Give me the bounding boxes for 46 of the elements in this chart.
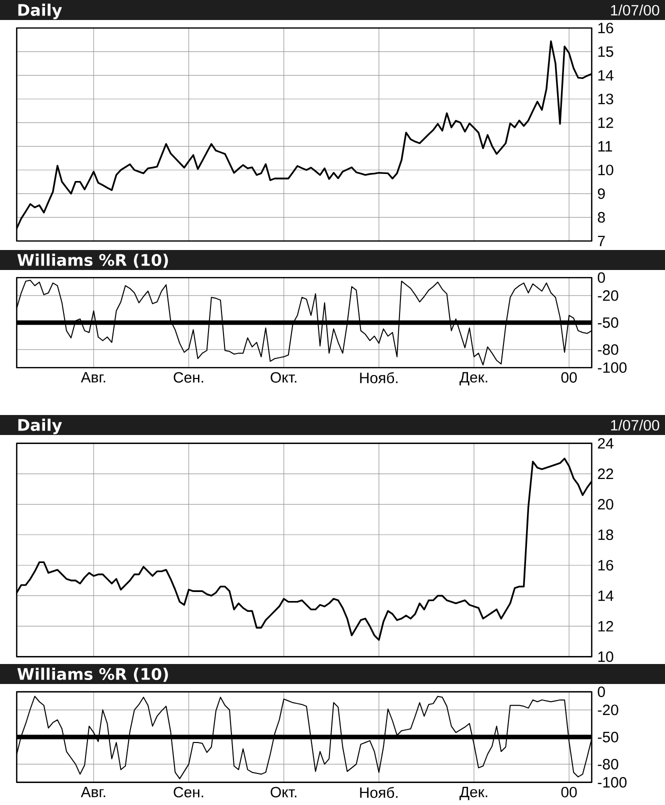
y-tick-label: 7 xyxy=(598,236,605,246)
y-tick-label: 10 xyxy=(598,164,614,176)
text: 1/07/00 xyxy=(611,420,660,431)
chart-title: Williams %R (10) xyxy=(17,254,168,268)
y-tick-label: 12 xyxy=(598,620,614,632)
y-tick-label: -100 xyxy=(598,362,627,373)
x-tick-label: 00 xyxy=(561,786,577,798)
y-tick-label: 15 xyxy=(598,46,614,57)
y-tick-label: -80 xyxy=(598,758,618,770)
x-tick-label: Сен. xyxy=(174,786,204,798)
chart-title: Williams %R (10) xyxy=(17,668,168,682)
y-tick-label: 9 xyxy=(598,188,605,199)
x-tick-label: 00 xyxy=(561,372,577,383)
y-tick-label: 0 xyxy=(598,686,605,698)
y-tick-label: 11 xyxy=(598,141,612,152)
x-tick-label: Авг. xyxy=(80,786,106,798)
y-tick-label: -100 xyxy=(598,777,627,788)
chart-title: Daily xyxy=(18,418,62,434)
y-tick-label: 10 xyxy=(598,651,614,662)
y-tick-label: 16 xyxy=(598,560,614,571)
y-tick-label: 13 xyxy=(598,94,614,104)
x-tick-label: Окт. xyxy=(270,786,296,798)
y-tick-label: -20 xyxy=(598,704,618,716)
x-tick-label: Авг. xyxy=(80,372,106,382)
y-tick-label: -50 xyxy=(598,317,618,328)
text: 1/07/00 xyxy=(611,4,660,16)
x-tick-label: Нояб. xyxy=(360,372,398,384)
y-tick-label: 12 xyxy=(598,117,614,128)
chart-title: Daily xyxy=(18,4,62,20)
y-tick-label: 8 xyxy=(598,212,605,223)
y-tick-label: 14 xyxy=(598,590,614,601)
y-tick-label: 24 xyxy=(598,438,614,449)
y-tick-label: 22 xyxy=(598,468,614,479)
y-tick-label: 20 xyxy=(598,498,614,510)
x-tick-label: Дек. xyxy=(460,786,488,800)
y-tick-label: -80 xyxy=(598,344,618,355)
x-tick-label: Дек. xyxy=(460,372,488,386)
y-tick-label: -50 xyxy=(598,732,618,742)
x-tick-label: Окт. xyxy=(270,372,296,383)
x-tick-label: Сен. xyxy=(174,372,204,383)
y-tick-label: -20 xyxy=(598,290,618,301)
x-tick-label: Нояб. xyxy=(360,786,398,798)
y-tick-label: 0 xyxy=(598,272,605,283)
y-tick-label: 16 xyxy=(598,22,614,34)
y-tick-label: 18 xyxy=(598,529,614,540)
y-tick-label: 14 xyxy=(598,70,614,80)
